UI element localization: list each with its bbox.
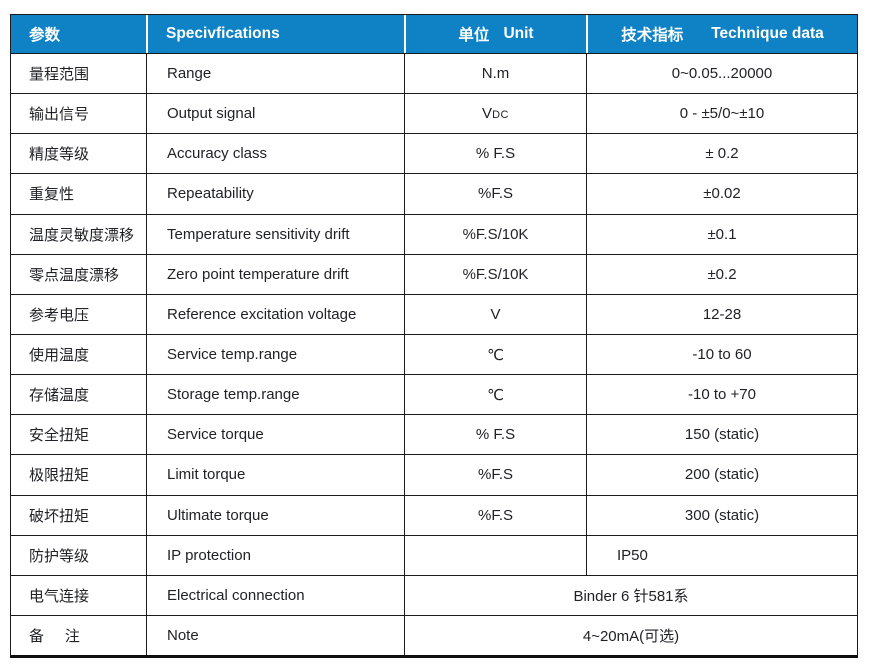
param-zh: 量程范围 bbox=[29, 66, 90, 84]
param-zh: 备 注 bbox=[29, 628, 80, 646]
technique-value: ± 0.2 bbox=[586, 134, 857, 174]
table-row-note: 备 注 Note 4~20mA(可选) bbox=[11, 614, 857, 656]
technique-value: -10 to 60 bbox=[586, 334, 857, 375]
unit-value: N.m bbox=[404, 54, 586, 94]
table-row-service-temp-range: 使用温度 Service temp.range ℃ -10 to 60 bbox=[11, 333, 857, 375]
table-row-service-torque: 安全扭矩 Service torque % F.S 150 (static) bbox=[11, 414, 857, 455]
header-specifications-en: Specivfications bbox=[166, 25, 280, 42]
unit-value: V DC bbox=[404, 94, 586, 134]
param-en: Range bbox=[146, 54, 404, 94]
table-row-repeatability: 重复性 Repeatability %F.S ±0.02 bbox=[11, 173, 857, 214]
param-en: Note bbox=[146, 615, 404, 656]
table-row-ip-protection: 防护等级 IP protection IP50 bbox=[11, 534, 857, 575]
table-row-temperature-sensitivity-drift: 温度灵敏度漂移 Temperature sensitivity drift %F… bbox=[11, 213, 857, 254]
technique-value: 12-28 bbox=[586, 294, 857, 334]
param-zh: 极限扭矩 bbox=[29, 467, 90, 485]
param-en: Ultimate torque bbox=[146, 495, 404, 535]
header-unit-zh: 单位 bbox=[458, 27, 490, 44]
param-en: Reference excitation voltage bbox=[146, 294, 404, 334]
unit-value: V bbox=[404, 294, 586, 334]
technique-value: 150 (static) bbox=[586, 415, 857, 455]
header-unit-en: Unit bbox=[503, 25, 534, 42]
table-header-row: 参数 Specivfications 单位 Unit 技术指标 Techniqu… bbox=[11, 15, 857, 53]
unit-value: % F.S bbox=[404, 134, 586, 174]
technique-value: IP50 bbox=[586, 535, 857, 575]
param-zh: 破坏扭矩 bbox=[29, 507, 90, 525]
unit-value: %F.S bbox=[404, 455, 586, 495]
technique-value: 0 - ±5/0~±10 bbox=[586, 94, 857, 134]
unit-main: V bbox=[482, 105, 493, 123]
param-zh: 精度等级 bbox=[29, 146, 90, 164]
param-en: Output signal bbox=[146, 94, 404, 134]
param-en: Storage temp.range bbox=[146, 375, 404, 415]
param-en: Repeatability bbox=[146, 174, 404, 214]
param-zh: 安全扭矩 bbox=[29, 427, 90, 445]
table-row-range: 量程范围 Range N.m 0~0.05...20000 bbox=[11, 53, 857, 94]
table-row-ultimate-torque: 破坏扭矩 Ultimate torque %F.S 300 (static) bbox=[11, 494, 857, 535]
param-zh: 电气连接 bbox=[29, 587, 90, 605]
param-en: Limit torque bbox=[146, 455, 404, 495]
unit-value: %F.S bbox=[404, 495, 586, 535]
header-parameters-zh: 参数 bbox=[29, 27, 61, 44]
table-row-electrical-connection: 电气连接 Electrical connection Binder 6 针581… bbox=[11, 574, 857, 615]
unit-subscript: DC bbox=[492, 109, 509, 122]
table-row-zero-point-temperature-drift: 零点温度漂移 Zero point temperature drift %F.S… bbox=[11, 253, 857, 294]
header-parameters: 参数 bbox=[11, 15, 146, 53]
technique-value: ±0.02 bbox=[586, 174, 857, 214]
param-zh: 防护等级 bbox=[29, 547, 90, 565]
technique-value: ±0.2 bbox=[586, 254, 857, 294]
header-specifications: Specivfications bbox=[146, 15, 404, 53]
param-zh: 零点温度漂移 bbox=[29, 266, 120, 284]
header-technique-data: 技术指标 Technique data bbox=[586, 15, 857, 53]
unit-value: %F.S/10K bbox=[404, 254, 586, 294]
param-en: Service temp.range bbox=[146, 334, 404, 375]
param-en: Accuracy class bbox=[146, 134, 404, 174]
param-zh: 使用温度 bbox=[29, 347, 90, 365]
specifications-table: 参数 Specivfications 单位 Unit 技术指标 Techniqu… bbox=[10, 14, 858, 658]
param-en: Service torque bbox=[146, 415, 404, 455]
param-en: IP protection bbox=[146, 535, 404, 575]
param-zh: 输出信号 bbox=[29, 106, 90, 124]
param-zh: 温度灵敏度漂移 bbox=[29, 226, 135, 244]
table-row-storage-temp-range: 存储温度 Storage temp.range ℃ -10 to +70 bbox=[11, 374, 857, 415]
param-en: Electrical connection bbox=[146, 575, 404, 615]
technique-value: ±0.1 bbox=[586, 214, 857, 254]
header-technique-data-en: Technique data bbox=[711, 25, 824, 42]
header-technique-data-zh: 技术指标 bbox=[621, 27, 684, 44]
param-zh: 参考电压 bbox=[29, 306, 90, 324]
technique-value: 200 (static) bbox=[586, 455, 857, 495]
technique-value-merged: 4~20mA(可选) bbox=[404, 615, 857, 656]
technique-value: -10 to +70 bbox=[586, 375, 857, 415]
unit-value: % F.S bbox=[404, 415, 586, 455]
param-en: Zero point temperature drift bbox=[146, 254, 404, 294]
table-row-limit-torque: 极限扭矩 Limit torque %F.S 200 (static) bbox=[11, 454, 857, 495]
technique-value: 0~0.05...20000 bbox=[586, 54, 857, 94]
param-en: Temperature sensitivity drift bbox=[146, 214, 404, 254]
table-row-output-signal: 输出信号 Output signal V DC 0 - ±5/0~±10 bbox=[11, 93, 857, 134]
unit-value bbox=[404, 535, 586, 575]
header-unit: 单位 Unit bbox=[404, 15, 586, 53]
unit-value: %F.S/10K bbox=[404, 214, 586, 254]
unit-value: ℃ bbox=[404, 375, 586, 415]
table-row-accuracy-class: 精度等级 Accuracy class % F.S ± 0.2 bbox=[11, 133, 857, 174]
param-zh: 重复性 bbox=[29, 186, 75, 204]
unit-value: %F.S bbox=[404, 174, 586, 214]
param-zh: 存储温度 bbox=[29, 387, 90, 405]
unit-value: ℃ bbox=[404, 334, 586, 375]
technique-value-merged: Binder 6 针581系 bbox=[404, 575, 857, 615]
technique-value: 300 (static) bbox=[586, 495, 857, 535]
table-row-reference-excitation-voltage: 参考电压 Reference excitation voltage V 12-2… bbox=[11, 293, 857, 334]
